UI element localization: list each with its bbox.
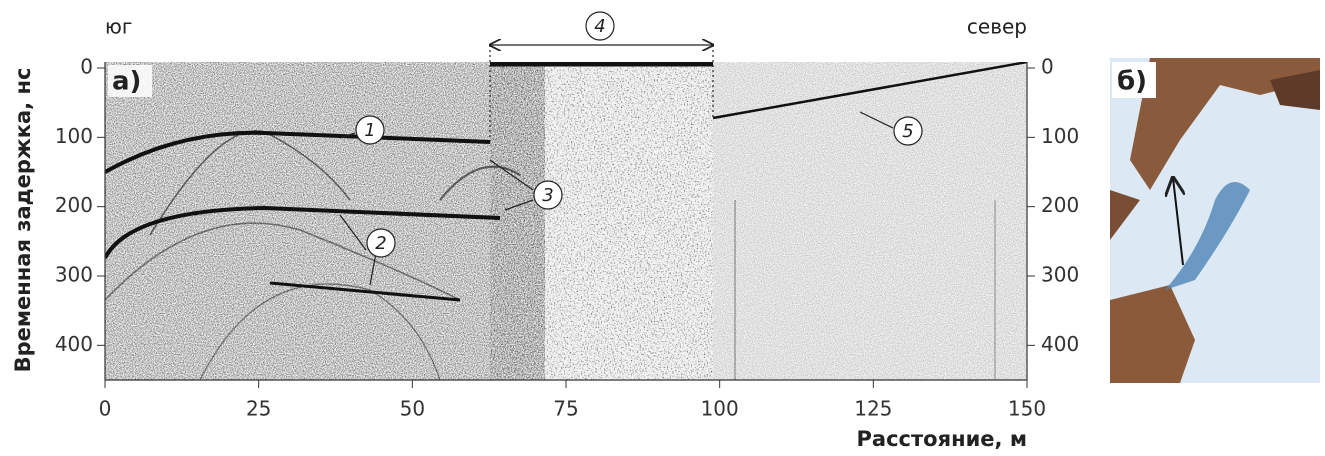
x-tick-label: 150 <box>1008 397 1046 421</box>
annotation: 3 <box>542 185 553 206</box>
side-label: север <box>967 15 1027 39</box>
x-tick-label: 50 <box>400 397 425 421</box>
side-label: юг <box>105 15 132 39</box>
x-tick-label: 125 <box>854 397 892 421</box>
x-axis-label: Расстояние, м <box>857 427 1027 451</box>
y2-tick-label: 400 <box>1041 332 1079 356</box>
y-tick-label: 100 <box>55 124 93 148</box>
figure: юг север а) б) Временная задержка, нс Ра… <box>0 0 1325 456</box>
radargram-image <box>105 62 1027 380</box>
panel-label: а) <box>112 67 141 97</box>
y2-tick-label: 200 <box>1041 193 1079 217</box>
y-tick-label: 400 <box>55 332 93 356</box>
y2-tick-label: 0 <box>1041 55 1054 79</box>
y2-tick-label: 100 <box>1041 124 1079 148</box>
annotation: 5 <box>902 121 913 142</box>
photo <box>1110 58 1320 383</box>
x-tick-label: 75 <box>553 397 578 421</box>
y-tick-label: 200 <box>55 193 93 217</box>
panel-label: б) <box>1117 67 1147 97</box>
x-tick-label: 100 <box>701 397 739 421</box>
x-tick-label: 25 <box>246 397 271 421</box>
y-axis-label: Временная задержка, нс <box>11 68 35 373</box>
y-tick-label: 300 <box>55 263 93 287</box>
annotation: 4 <box>594 16 605 37</box>
y-tick-label: 0 <box>80 55 93 79</box>
x-tick-label: 0 <box>99 397 112 421</box>
annotation: 2 <box>375 233 386 254</box>
y2-tick-label: 300 <box>1041 263 1079 287</box>
annotation: 1 <box>364 120 375 141</box>
